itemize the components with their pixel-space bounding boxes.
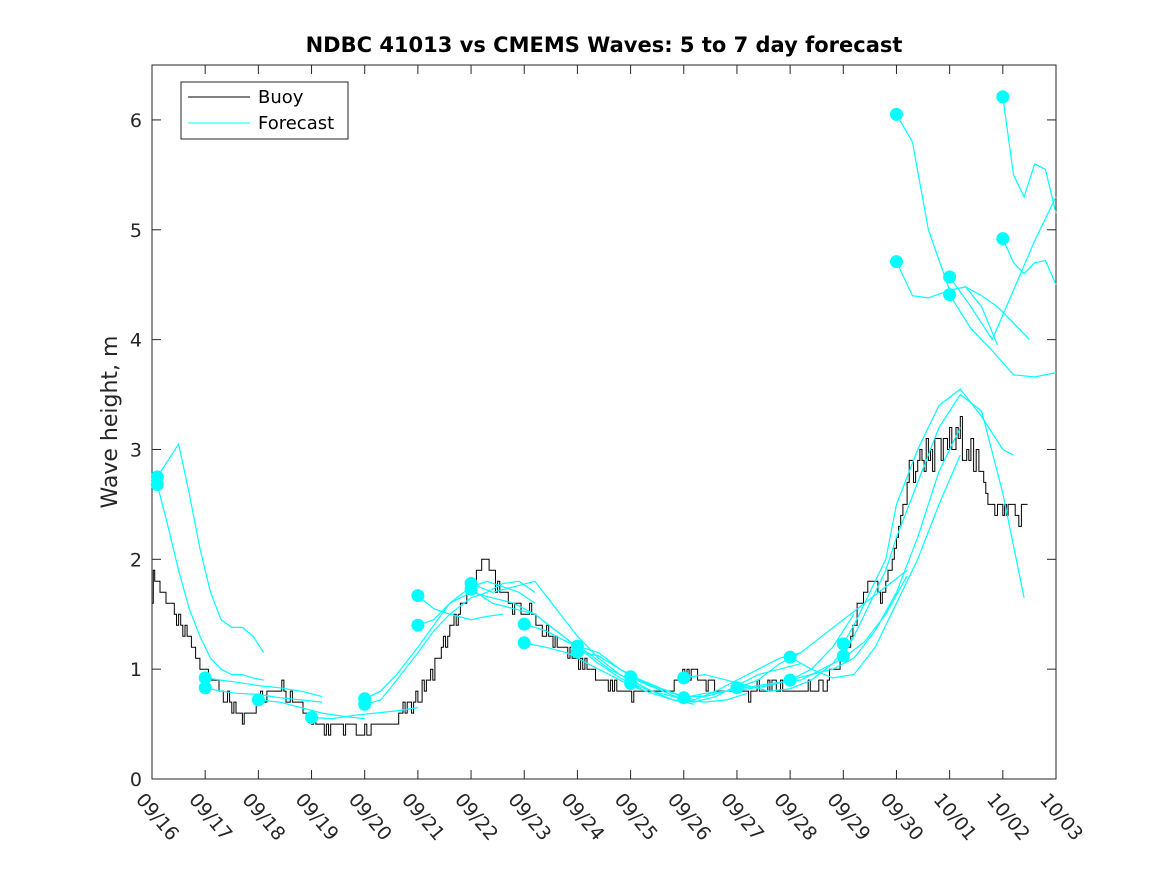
forecast-line-19	[683, 635, 855, 692]
forecast-line-1	[156, 442, 265, 654]
forecast-start-marker	[305, 711, 318, 724]
forecast-start-marker	[996, 232, 1010, 246]
forecast-line-9	[417, 595, 504, 621]
legend-forecast-label: Forecast	[258, 113, 334, 134]
forecast-line-20	[683, 613, 855, 699]
y-tick-label: 2	[130, 549, 142, 571]
forecast-line-31	[1002, 96, 1057, 214]
forecast-line-23	[789, 454, 961, 679]
forecast-line-18	[630, 663, 801, 703]
legend-box	[180, 81, 349, 140]
forecast-line-13	[524, 623, 695, 705]
forecast-start-marker	[677, 671, 691, 685]
y-tick-label: 3	[130, 439, 142, 461]
chart-title: NDBC 41013 vs CMEMS Waves: 5 to 7 day fo…	[306, 33, 903, 57]
forecast-line-29	[949, 196, 1057, 341]
forecast-start-marker	[836, 649, 850, 663]
forecast-markers	[150, 90, 1010, 724]
y-tick-label: 5	[130, 220, 142, 242]
forecast-start-marker	[411, 589, 425, 603]
y-tick-labels: 0 1 2 3 4 5 6	[130, 110, 142, 791]
forecast-start-marker	[943, 288, 957, 302]
forecast-line-28	[895, 261, 1030, 341]
forecast-start-marker	[783, 673, 797, 687]
forecast-start-marker	[890, 107, 903, 121]
forecast-start-marker	[624, 676, 638, 690]
legend-buoy-label: Buoy	[258, 87, 304, 108]
forecast-start-marker	[836, 637, 850, 651]
forecast-start-marker	[358, 697, 372, 711]
forecast-line-3	[205, 677, 323, 698]
ticks-layer	[151, 65, 1057, 780]
forecast-start-marker	[890, 255, 903, 269]
forecast-start-marker	[411, 618, 425, 632]
forecast-line-30	[949, 294, 1057, 378]
forecast-start-marker	[730, 681, 744, 695]
buoy-series	[152, 416, 1028, 736]
forecast-start-marker	[464, 582, 478, 596]
axes-box	[151, 64, 1057, 780]
forecast-line-11	[470, 580, 642, 687]
forecast-start-marker	[677, 691, 691, 705]
y-tick-label: 4	[130, 330, 142, 352]
buoy-line	[152, 416, 1028, 736]
forecast-start-marker	[570, 645, 584, 659]
forecast-start-marker	[943, 270, 957, 284]
forecast-line-25	[842, 388, 1014, 645]
forecast-start-marker	[198, 681, 212, 695]
forecast-line-21	[736, 569, 908, 689]
forecast-line-32	[1002, 238, 1057, 285]
forecast-line-12	[470, 588, 642, 690]
forecast-start-marker	[783, 650, 797, 664]
plot-area	[150, 64, 1057, 780]
forecast-line-24	[789, 427, 961, 681]
forecast-start-marker	[251, 693, 265, 707]
forecast-line-6	[311, 707, 418, 720]
y-axis-label: Wave height, m	[98, 336, 123, 509]
y-tick-label: 6	[130, 110, 142, 132]
forecast-start-marker	[517, 636, 531, 650]
forecast-line-15	[577, 645, 748, 703]
forecast-start-marker	[996, 90, 1010, 104]
forecast-start-marker	[198, 671, 212, 685]
legend: Buoy Forecast	[180, 81, 349, 140]
forecast-line-26	[842, 393, 1025, 657]
forecast-line-17	[630, 652, 801, 701]
forecast-series	[156, 96, 1057, 720]
forecast-start-marker	[150, 478, 164, 492]
forecast-start-marker	[517, 617, 531, 631]
y-tick-label: 1	[130, 659, 142, 681]
y-tick-label: 0	[130, 769, 142, 791]
forecast-line-2	[156, 484, 264, 681]
forecast-line-14	[524, 642, 695, 703]
